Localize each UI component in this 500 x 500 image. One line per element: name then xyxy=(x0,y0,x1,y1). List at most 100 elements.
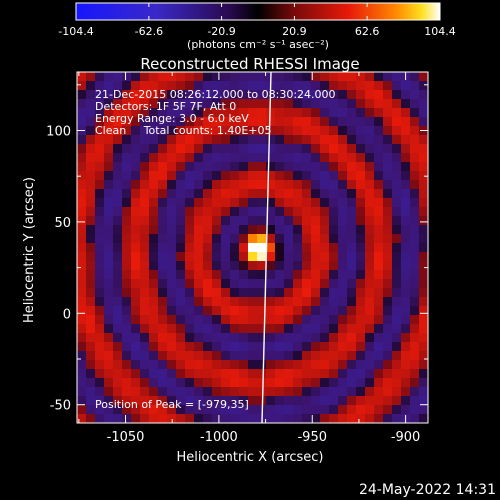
heatmap-cell xyxy=(275,252,284,261)
heatmap-cell xyxy=(149,387,158,396)
heatmap-cell xyxy=(329,126,338,135)
heatmap-cell xyxy=(248,189,257,198)
heatmap-cell xyxy=(149,72,158,81)
heatmap-cell xyxy=(365,369,374,378)
heatmap-cell xyxy=(329,342,338,351)
heatmap-cell xyxy=(347,324,356,333)
heatmap-cell xyxy=(401,270,410,279)
heatmap-cell xyxy=(329,297,338,306)
heatmap-cell xyxy=(338,378,347,387)
heatmap-cell xyxy=(113,144,122,153)
heatmap-cell xyxy=(419,90,428,99)
heatmap-cell xyxy=(122,261,131,270)
heatmap-cell xyxy=(203,315,212,324)
heatmap-cell xyxy=(401,378,410,387)
heatmap-cell xyxy=(374,90,383,99)
heatmap-cell xyxy=(419,180,428,189)
heatmap-cell xyxy=(365,126,374,135)
heatmap-cell xyxy=(365,270,374,279)
heatmap-cell xyxy=(176,288,185,297)
heatmap-cell xyxy=(167,378,176,387)
heatmap-cell xyxy=(374,144,383,153)
heatmap-cell xyxy=(131,108,140,117)
heatmap-cell xyxy=(419,333,428,342)
heatmap-cell xyxy=(338,360,347,369)
heatmap-cell xyxy=(122,369,131,378)
heatmap-cell xyxy=(86,144,95,153)
heatmap-cell xyxy=(167,234,176,243)
heatmap-cell xyxy=(77,378,86,387)
heatmap-cell xyxy=(230,270,239,279)
heatmap-cell xyxy=(257,396,266,405)
heatmap-cell xyxy=(221,171,230,180)
heatmap-cell xyxy=(149,81,158,90)
heatmap-cell xyxy=(275,261,284,270)
heatmap-cell xyxy=(293,135,302,144)
heatmap-cell xyxy=(401,243,410,252)
heatmap-cell xyxy=(140,144,149,153)
limb-line xyxy=(261,72,272,423)
heatmap-cell xyxy=(95,369,104,378)
heatmap-cell xyxy=(248,378,257,387)
heatmap-cell xyxy=(383,108,392,117)
heatmap-cell xyxy=(104,207,113,216)
heatmap-cell xyxy=(176,315,185,324)
heatmap-cell xyxy=(302,99,311,108)
heatmap-cell xyxy=(158,324,167,333)
heatmap-cell xyxy=(212,288,221,297)
heatmap-cell xyxy=(329,306,338,315)
heatmap-cell xyxy=(338,144,347,153)
heatmap-cell xyxy=(230,324,239,333)
plot-title: Reconstructed RHESSI Image xyxy=(140,55,359,73)
heatmap-cell xyxy=(176,369,185,378)
heatmap-cell xyxy=(77,135,86,144)
heatmap-cell xyxy=(392,324,401,333)
heatmap-cell xyxy=(131,261,140,270)
heatmap-cell xyxy=(230,198,239,207)
heatmap-cell xyxy=(311,378,320,387)
heatmap-cell xyxy=(311,414,320,423)
generated-timestamp: 24-May-2022 14:31 xyxy=(359,482,496,498)
heatmap-cell xyxy=(176,351,185,360)
heatmap-cell xyxy=(365,144,374,153)
heatmap-cell xyxy=(149,189,158,198)
heatmap-cell xyxy=(194,360,203,369)
heatmap-cell xyxy=(275,396,284,405)
heatmap-cell xyxy=(230,243,239,252)
heatmap-cell xyxy=(392,405,401,414)
heatmap-cell xyxy=(257,351,266,360)
heatmap-cell xyxy=(131,171,140,180)
heatmap-cell xyxy=(212,243,221,252)
heatmap-cell xyxy=(230,189,239,198)
heatmap-cell xyxy=(212,414,221,423)
heatmap-cell xyxy=(221,369,230,378)
heatmap-cell xyxy=(347,171,356,180)
heatmap-cell xyxy=(194,234,203,243)
heatmap-cell xyxy=(266,243,275,252)
heatmap-cell xyxy=(410,342,419,351)
heatmap-cell xyxy=(383,126,392,135)
heatmap-cell xyxy=(77,342,86,351)
heatmap-cell xyxy=(167,351,176,360)
heatmap-cell xyxy=(176,135,185,144)
heatmap-cell xyxy=(194,198,203,207)
heatmap-cell xyxy=(392,342,401,351)
heatmap-cell xyxy=(239,72,248,81)
heatmap-cell xyxy=(419,387,428,396)
heatmap-cell xyxy=(374,360,383,369)
heatmap-cell xyxy=(284,162,293,171)
heatmap-cell xyxy=(203,342,212,351)
heatmap-cell xyxy=(302,81,311,90)
heatmap-cell xyxy=(95,162,104,171)
heatmap-cell xyxy=(338,315,347,324)
heatmap-cell xyxy=(311,99,320,108)
heatmap-cell xyxy=(392,360,401,369)
heatmap-cell xyxy=(212,90,221,99)
heatmap-cell xyxy=(230,396,239,405)
heatmap-cell xyxy=(356,333,365,342)
heatmap-cell xyxy=(104,81,113,90)
heatmap-cell xyxy=(176,252,185,261)
heatmap-cell xyxy=(374,126,383,135)
heatmap-cell xyxy=(365,297,374,306)
heatmap-cell xyxy=(239,108,248,117)
